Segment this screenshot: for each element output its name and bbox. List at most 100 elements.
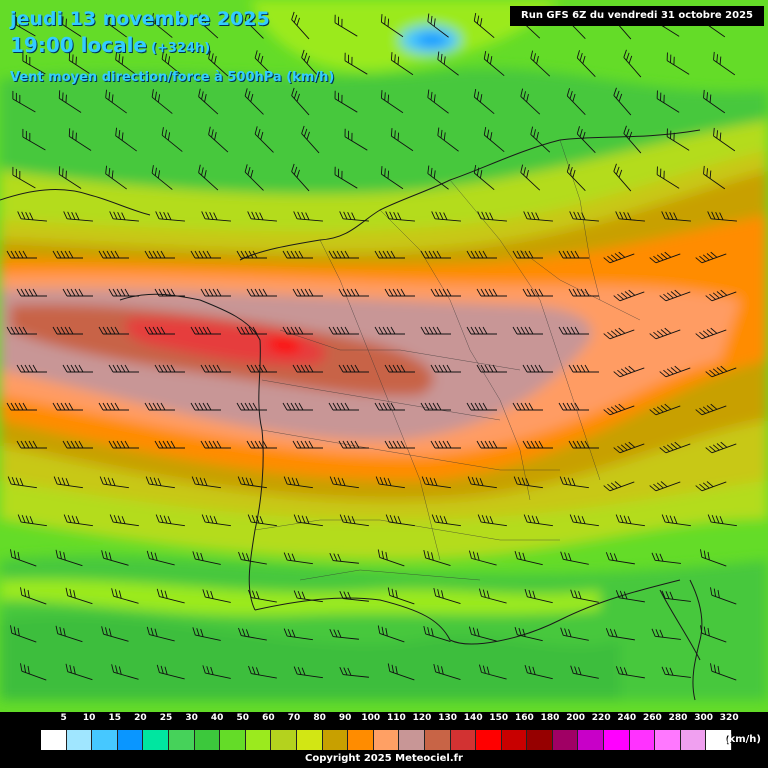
wind-barb <box>68 52 92 75</box>
wind-barb <box>301 49 320 78</box>
wind-barb <box>334 90 358 113</box>
wind-barb <box>244 88 264 115</box>
wind-barb <box>695 251 727 264</box>
legend-tick: 60 <box>262 713 275 723</box>
wind-barb <box>17 211 47 222</box>
wind-speed-field <box>0 0 768 700</box>
wind-barb <box>656 166 680 189</box>
wind-barb <box>522 364 553 373</box>
legend-swatch <box>629 730 656 750</box>
wind-barb <box>520 164 541 191</box>
wind-barb <box>63 211 93 222</box>
legend-tick: 240 <box>617 713 637 723</box>
wind-barb <box>512 402 543 411</box>
wind-barb <box>430 364 461 373</box>
wind-barb <box>161 51 183 76</box>
forecast-time-value: 19:00 locale <box>10 33 147 57</box>
wind-barb <box>283 628 313 641</box>
wind-barb <box>477 514 507 527</box>
wind-barb <box>246 440 277 449</box>
wind-barb <box>661 211 691 222</box>
wind-barb <box>374 326 405 335</box>
wind-barb <box>247 514 277 527</box>
wind-barb <box>613 163 632 192</box>
wind-barb <box>62 440 93 449</box>
wind-barb <box>649 251 681 264</box>
legend-tick: 120 <box>412 713 432 723</box>
wind-barb <box>52 326 83 335</box>
wind-barb <box>329 628 359 640</box>
wind-barb <box>707 211 737 222</box>
wind-barb <box>198 164 219 191</box>
wind-barb <box>98 402 129 411</box>
legend-swatch <box>424 730 451 750</box>
wind-barb <box>524 589 553 604</box>
legend-swatch <box>296 730 323 750</box>
legend-swatch <box>117 730 144 750</box>
wind-barb <box>651 628 681 640</box>
wind-barb <box>22 128 46 151</box>
wind-barb <box>22 52 46 75</box>
wind-barb <box>524 665 553 680</box>
wind-barb <box>560 627 589 641</box>
legend-tick: 130 <box>438 713 457 723</box>
wind-barb <box>236 402 267 411</box>
wind-barb <box>613 289 645 302</box>
legend-swatch <box>168 730 195 750</box>
wind-barb <box>390 128 414 152</box>
wind-barb <box>387 663 415 681</box>
wind-barb <box>466 250 497 259</box>
legend-tick: 220 <box>591 713 611 723</box>
wind-barb <box>466 326 497 335</box>
wind-barb <box>384 440 415 449</box>
coastlines <box>0 129 703 701</box>
wind-barb <box>198 88 219 115</box>
wind-barb <box>431 514 461 527</box>
parameter-title: Vent moyen direction/force à 500hPa (km/… <box>10 70 335 85</box>
legend-swatch <box>527 730 553 750</box>
wind-barb <box>522 440 553 449</box>
wind-barb <box>476 364 507 373</box>
wind-barb <box>291 87 310 116</box>
wind-barb <box>423 625 451 642</box>
legend-swatch <box>399 730 425 750</box>
wind-barb <box>523 211 553 222</box>
wind-barb <box>16 364 47 373</box>
wind-barb <box>115 127 137 152</box>
wind-barb <box>301 125 320 154</box>
wind-barb <box>380 90 404 114</box>
wind-barb <box>615 666 645 679</box>
wind-barb <box>208 126 229 153</box>
wind-barb <box>292 364 323 373</box>
wind-barb <box>12 166 36 189</box>
wind-barb <box>703 165 726 190</box>
wind-barb <box>151 13 173 38</box>
wind-barb <box>569 211 599 222</box>
wind-barb <box>576 50 596 77</box>
wind-barb <box>6 250 37 259</box>
wind-barb <box>605 552 635 565</box>
wind-barb <box>17 514 47 527</box>
wind-barb <box>514 627 543 642</box>
legend-swatch <box>373 730 400 750</box>
wind-barb <box>144 326 175 335</box>
wind-barb <box>568 288 599 297</box>
wind-barb <box>291 11 310 40</box>
wind-barb <box>62 364 93 373</box>
wind-barb <box>603 251 635 264</box>
legend-tick: 30 <box>185 713 198 723</box>
legend-tick: 10 <box>82 713 96 723</box>
wind-barb <box>651 552 681 564</box>
wind-barb <box>713 51 736 76</box>
wind-barb <box>695 327 727 340</box>
wind-barb <box>329 552 359 564</box>
wind-barb <box>483 126 505 153</box>
wind-barb <box>236 326 267 335</box>
wind-barb <box>151 165 173 190</box>
wind-barb <box>603 403 635 416</box>
wind-barb <box>659 441 691 454</box>
wind-barb <box>52 250 83 259</box>
wind-barb <box>105 13 127 38</box>
legend-tick: 150 <box>489 713 509 723</box>
legend-swatch <box>245 730 272 750</box>
